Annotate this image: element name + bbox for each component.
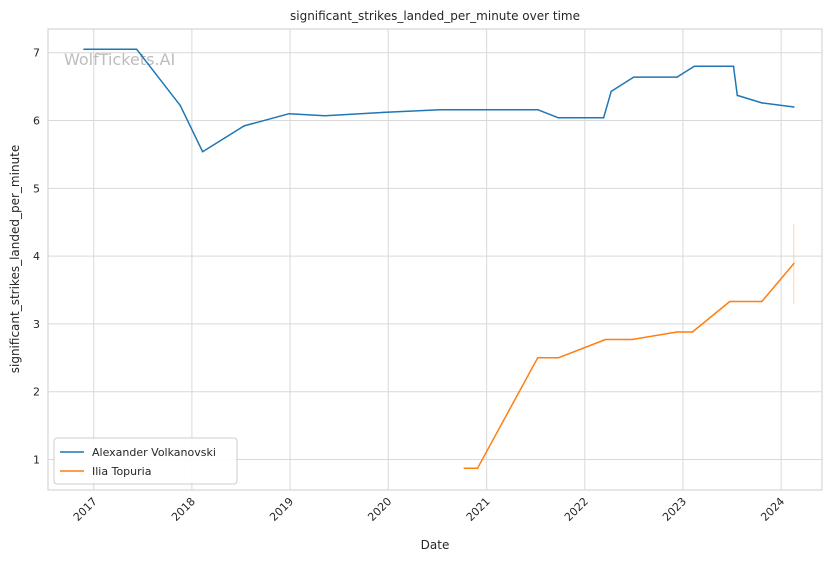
data-point-volkanovski [179, 104, 182, 107]
data-point-volkanovski [324, 114, 326, 117]
x-axis-label: Date [421, 538, 450, 552]
y-tick-label: 2 [33, 386, 40, 399]
plot-area [47, 28, 823, 491]
grid [48, 29, 822, 490]
data-point-volkanovski [201, 150, 204, 153]
y-tick-label: 3 [33, 318, 40, 331]
y-tick-labels: 1 2 3 4 5 6 7 [33, 47, 40, 467]
data-point-topuria [631, 338, 633, 341]
data-point-volkanovski [792, 106, 795, 108]
chart-title: significant_strikes_landed_per_minute ov… [290, 9, 580, 23]
legend-label-topuria: Ilia Topuria [92, 465, 151, 478]
data-point-topuria [476, 467, 479, 470]
data-point-volkanovski [736, 94, 739, 97]
y-tick-label: 1 [33, 453, 40, 466]
x-tick-labels: 2017 2018 2019 2020 2021 2022 2023 2024 [71, 495, 787, 524]
x-tick-label: 2018 [169, 495, 198, 524]
data-point-topuria [536, 357, 539, 359]
series-line-volkanovski [84, 48, 794, 153]
data-point-volkanovski [632, 76, 635, 78]
data-point-volkanovski [382, 111, 385, 114]
data-point-topuria [676, 331, 678, 333]
data-point-volkanovski [135, 48, 138, 51]
data-point-topuria [691, 331, 694, 333]
data-point-volkanovski [243, 125, 245, 127]
data-point-topuria [728, 300, 731, 303]
data-point-volkanovski [557, 117, 560, 119]
legend-box [53, 437, 238, 485]
y-tick-label: 4 [33, 250, 40, 263]
series-layer [83, 48, 795, 470]
data-point-volkanovski [760, 102, 763, 104]
data-point-volkanovski [676, 76, 678, 78]
data-point-topuria [792, 262, 795, 265]
x-tick-label: 2024 [758, 495, 787, 524]
data-point-volkanovski [83, 48, 85, 51]
data-point-topuria [760, 300, 763, 303]
data-point-topuria [557, 357, 560, 359]
x-tick-label: 2022 [562, 495, 591, 524]
legend-label-volkanovski: Alexander Volkanovski [92, 446, 216, 459]
data-point-volkanovski [610, 90, 612, 93]
data-point-volkanovski [602, 117, 605, 119]
y-axis-label: significant_strikes_landed_per_minute [8, 145, 22, 374]
x-tick-label: 2019 [267, 495, 296, 524]
data-point-volkanovski [732, 65, 735, 68]
y-tick-label: 7 [33, 47, 40, 60]
x-tick-label: 2020 [365, 495, 394, 524]
data-point-topuria [463, 467, 466, 470]
watermark: WolfTickets.AI [64, 50, 175, 69]
x-tick-label: 2017 [71, 495, 100, 524]
x-tick-label: 2021 [464, 495, 493, 524]
data-point-topuria [604, 338, 607, 341]
legend: Alexander Volkanovski Ilia Topuria [53, 437, 238, 485]
y-tick-label: 5 [33, 182, 40, 195]
x-tick-label: 2023 [660, 495, 689, 524]
data-point-volkanovski [288, 112, 291, 115]
data-point-volkanovski [439, 108, 441, 111]
y-tick-label: 6 [33, 115, 40, 128]
data-point-volkanovski [536, 108, 539, 111]
data-point-volkanovski [693, 65, 696, 68]
